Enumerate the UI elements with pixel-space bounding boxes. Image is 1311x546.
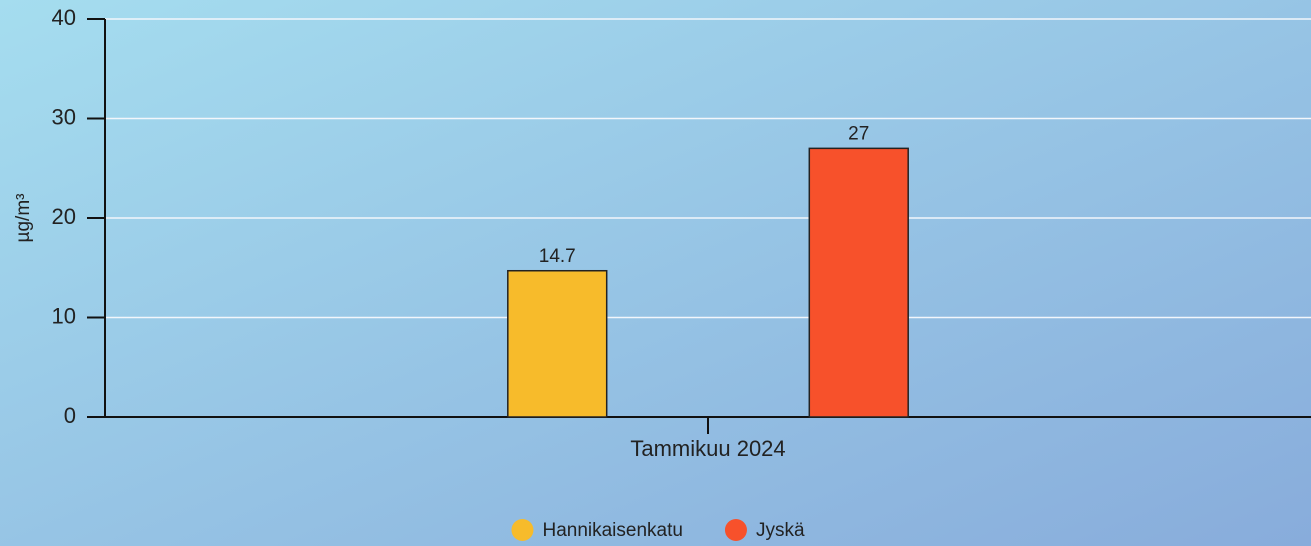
value-label: 14.7 bbox=[539, 246, 576, 267]
x-tick-label: Tammikuu 2024 bbox=[630, 436, 785, 461]
bar bbox=[808, 147, 909, 418]
y-tick-label: 10 bbox=[52, 303, 76, 328]
y-tick-label: 0 bbox=[64, 403, 76, 428]
bar bbox=[507, 269, 608, 418]
legend: Hannikaisenkatu Jyskä bbox=[511, 519, 805, 541]
legend-marker bbox=[511, 519, 534, 541]
y-axis-label: µg/m³ bbox=[13, 194, 34, 243]
y-tick-label: 40 bbox=[52, 5, 76, 30]
legend-label: Jyskä bbox=[756, 520, 805, 541]
legend-label: Hannikaisenkatu bbox=[542, 520, 682, 541]
value-label: 27 bbox=[848, 123, 869, 144]
legend-marker bbox=[724, 519, 747, 541]
y-tick-label: 30 bbox=[52, 104, 76, 129]
y-tick-label: 20 bbox=[52, 204, 76, 229]
